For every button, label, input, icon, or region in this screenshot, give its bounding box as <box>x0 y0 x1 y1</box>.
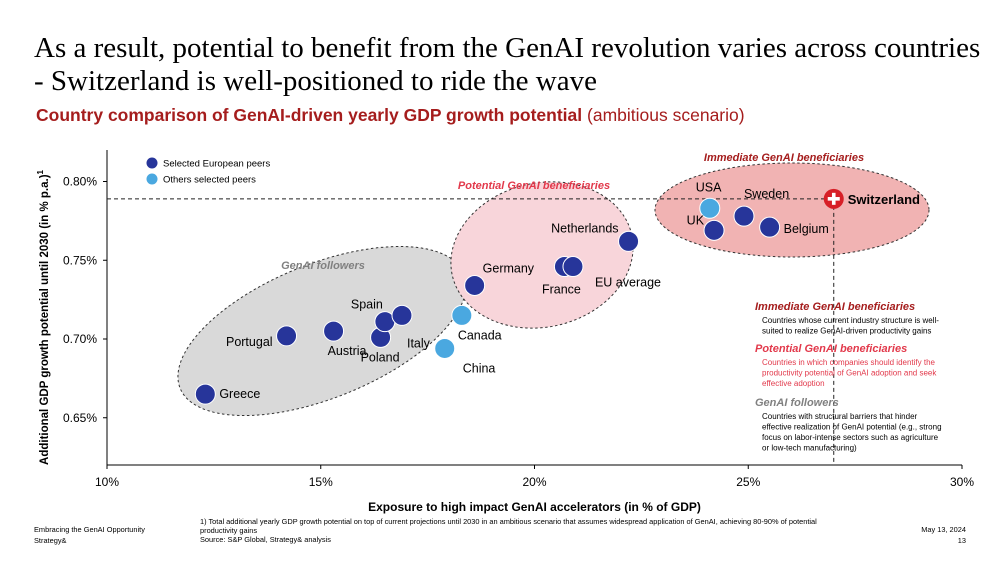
legend-label: Others selected peers <box>163 175 256 186</box>
annotation-text: effective realization of GenAI potential… <box>762 423 942 432</box>
point-eu-average <box>562 256 584 278</box>
footer-date: May 13, 2024 <box>921 525 966 534</box>
group-ellipse-0 <box>177 245 467 417</box>
footer-notes: 1) Total additional yearly GDP growth po… <box>200 517 880 544</box>
label-germany: Germany <box>483 261 535 275</box>
x-axis-title: Exposure to high impact GenAI accelerato… <box>368 500 701 514</box>
label-china: China <box>463 361 496 375</box>
chart-legend: Selected European peers Others selected p… <box>146 157 270 186</box>
footnote-source: Source: S&P Global, Strategy& analysis <box>200 535 331 544</box>
label-usa: USA <box>696 180 722 194</box>
x-tick-label: 30% <box>950 475 974 489</box>
group-title-2: Immediate GenAI beneficiaries <box>704 152 864 164</box>
group-ellipse-2 <box>654 162 930 258</box>
swiss-cross-icon <box>831 192 836 205</box>
y-tick-label: 0.75% <box>63 253 97 267</box>
legend-marker <box>146 173 158 185</box>
point-canada <box>451 304 473 326</box>
page-subtitle: Country comparison of GenAI-driven yearl… <box>36 105 745 126</box>
point-germany <box>464 274 486 296</box>
annotation-title: GenAI followers <box>755 397 839 409</box>
label-belgium: Belgium <box>784 222 829 236</box>
point-uk <box>703 219 725 241</box>
page-title: As a result, potential to benefit from t… <box>34 32 981 97</box>
label-greece: Greece <box>219 387 260 401</box>
legend-marker <box>146 157 158 169</box>
y-tick-label: 0.80% <box>63 175 97 189</box>
point-portugal <box>276 325 298 347</box>
x-tick-label: 10% <box>95 475 119 489</box>
annotation-title: Potential GenAI beneficiaries <box>755 343 907 355</box>
footnote-1: 1) Total additional yearly GDP growth po… <box>200 517 817 526</box>
label-canada: Canada <box>458 328 502 342</box>
x-tick-label: 20% <box>522 475 546 489</box>
label-switzerland: Switzerland <box>848 192 920 207</box>
point-china <box>434 337 456 359</box>
y-tick-label: 0.65% <box>63 411 97 425</box>
x-tick-label: 15% <box>309 475 333 489</box>
y-axis-title: Additional GDP growth potential until 20… <box>36 169 51 465</box>
point-usa <box>699 197 721 219</box>
footer-page-number: 13 <box>957 536 966 545</box>
legend-label: Selected European peers <box>163 159 270 170</box>
label-italy: Italy <box>407 336 431 350</box>
label-netherlands: Netherlands <box>551 221 618 235</box>
subtitle-bold: Country comparison of GenAI-driven yearl… <box>36 105 583 125</box>
footer-report-name: Embracing the GenAI Opportunity <box>34 525 145 534</box>
group-title-0: GenAI followers <box>281 260 365 272</box>
annotation-panel: Immediate GenAI beneficiaries Countries w… <box>755 301 942 453</box>
annotation-text: Countries with structural barriers that … <box>762 412 918 421</box>
point-sweden <box>733 205 755 227</box>
point-greece <box>194 383 216 405</box>
annotation-text: focus on labor-intense sectors such as a… <box>762 433 939 442</box>
label-spain: Spain <box>351 298 383 312</box>
point-austria <box>323 320 345 342</box>
annotation-text: effective adoption <box>762 379 825 388</box>
annotation-text: suited to realize GenAI-driven productiv… <box>762 327 931 336</box>
data-points <box>194 188 844 405</box>
group-titles: GenAI followers Potential GenAI beneficia… <box>281 152 864 272</box>
label-poland: Poland <box>361 350 400 364</box>
label-france: France <box>542 283 581 297</box>
chart-axes: 10% 15% 20% 25% 30% 0.65% 0.70% 0.75% 0.80% Expos… <box>36 150 974 514</box>
y-tick-label: 0.70% <box>63 332 97 346</box>
footer-left: Embracing the GenAI Opportunity Strategy… <box>34 525 145 545</box>
label-portugal: Portugal <box>226 335 273 349</box>
footer-brand: Strategy& <box>34 536 67 545</box>
annotation-text: Countries whose current industry structu… <box>762 316 939 325</box>
annotation-text: Countries in which companies should iden… <box>762 358 936 367</box>
annotation-text: or low-tech manufacturing) <box>762 444 857 453</box>
label-eu-average: EU average <box>595 276 661 290</box>
point-italy <box>391 304 413 326</box>
label-sweden: Sweden <box>744 187 789 201</box>
footer-right: May 13, 2024 13 <box>921 525 966 545</box>
x-tick-label: 25% <box>736 475 760 489</box>
label-austria: Austria <box>328 344 367 358</box>
group-title-1: Potential GenAI beneficiaries <box>458 180 610 192</box>
subtitle-scenario: (ambitious scenario) <box>587 105 745 125</box>
point-belgium <box>759 216 781 238</box>
annotation-text: productivity potential of GenAI adoption… <box>762 369 937 378</box>
annotation-title: Immediate GenAI beneficiaries <box>755 301 915 313</box>
label-uk: UK <box>687 213 705 227</box>
point-netherlands <box>618 230 640 252</box>
footnote-1-cont: productivity gains <box>200 526 258 535</box>
